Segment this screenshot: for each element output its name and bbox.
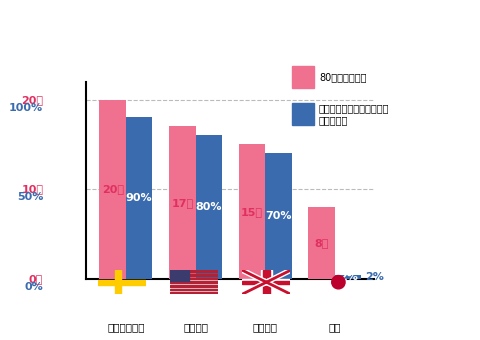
Bar xyxy=(261,270,272,294)
Text: 17本: 17本 xyxy=(171,198,193,208)
Bar xyxy=(242,280,290,284)
Bar xyxy=(242,279,290,285)
Bar xyxy=(335,275,361,279)
Bar xyxy=(263,270,270,294)
Text: 15本: 15本 xyxy=(241,207,263,217)
Bar xyxy=(170,292,218,294)
Text: 0%: 0% xyxy=(24,282,43,292)
Text: 50%: 50% xyxy=(17,192,43,202)
Text: 80%: 80% xyxy=(195,202,222,212)
Bar xyxy=(292,103,313,125)
Bar xyxy=(170,270,189,281)
Bar xyxy=(170,270,218,272)
Bar xyxy=(195,135,222,279)
Bar xyxy=(170,274,218,276)
Text: 20本: 20本 xyxy=(102,184,124,194)
Text: 80歳の残存歯数: 80歳の残存歯数 xyxy=(319,72,367,82)
Bar xyxy=(308,207,335,279)
Bar xyxy=(239,144,265,279)
Text: 90%: 90% xyxy=(126,193,153,203)
Bar xyxy=(265,153,292,279)
Bar xyxy=(169,126,195,279)
Text: 8本: 8本 xyxy=(314,238,329,248)
Text: 20本: 20本 xyxy=(21,95,43,104)
Text: 2%: 2% xyxy=(365,272,384,282)
Text: 10本: 10本 xyxy=(21,184,43,194)
Text: 2%: 2% xyxy=(339,272,358,282)
Bar xyxy=(170,281,218,283)
Bar xyxy=(170,285,218,287)
Text: 70%: 70% xyxy=(265,211,292,221)
Bar xyxy=(170,278,218,279)
Bar xyxy=(126,117,153,279)
Circle shape xyxy=(332,275,345,289)
Text: 0本: 0本 xyxy=(29,274,43,284)
Bar xyxy=(99,100,126,279)
Text: 定期検診・クリーニングを
受ける割合: 定期検診・クリーニングを 受ける割合 xyxy=(319,103,389,125)
Text: 100%: 100% xyxy=(9,103,43,113)
Text: 国別定期検診と残存歯数のグラフ: 国別定期検診と残存歯数のグラフ xyxy=(165,15,315,33)
Bar xyxy=(170,289,218,290)
Bar xyxy=(115,270,121,294)
Bar xyxy=(292,66,313,88)
Bar xyxy=(98,280,146,285)
